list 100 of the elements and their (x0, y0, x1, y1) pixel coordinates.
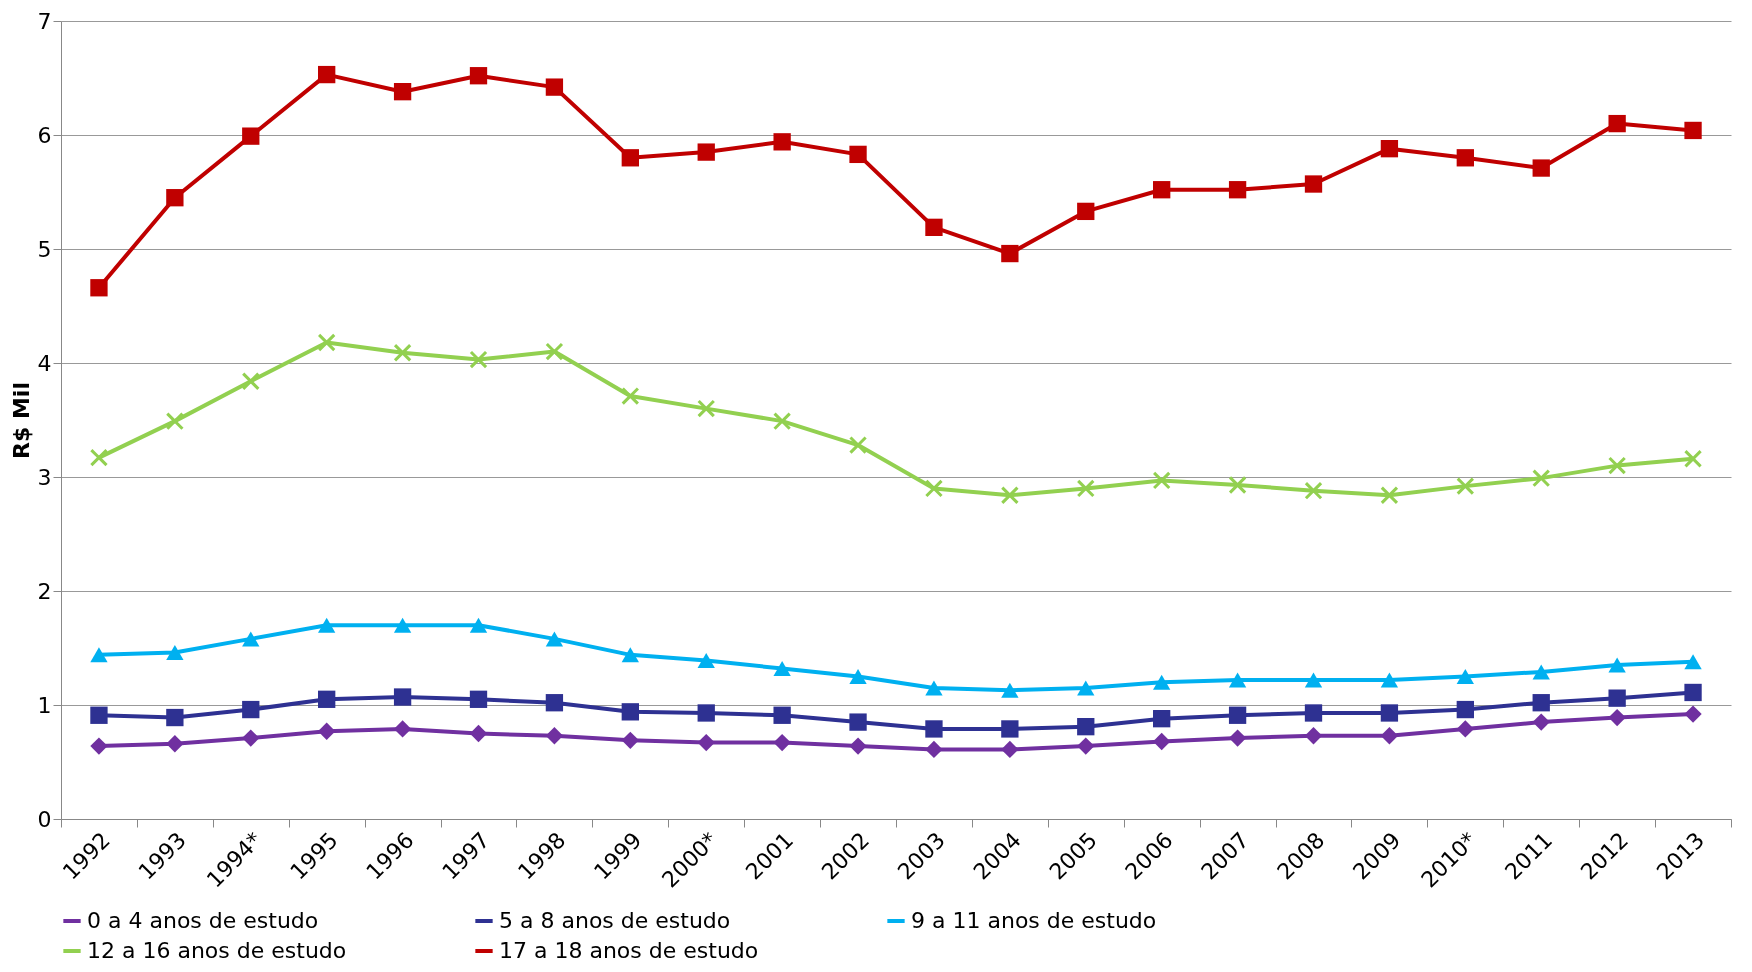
point (1228, 181, 1247, 199)
point (90, 737, 108, 755)
point (1532, 694, 1550, 712)
y-tick-label: 7 (37, 8, 52, 34)
point (90, 706, 108, 724)
point (1608, 456, 1626, 475)
point (1456, 477, 1474, 495)
point (621, 647, 639, 663)
point (697, 653, 715, 669)
point (1456, 700, 1474, 719)
point (1608, 114, 1626, 133)
point (90, 448, 108, 467)
point (1001, 244, 1019, 263)
point (1380, 486, 1399, 504)
point (925, 720, 943, 738)
point (242, 700, 260, 719)
legend-label: 17 a 18 anos de estudo (499, 938, 759, 963)
point (1001, 486, 1019, 504)
point (393, 344, 412, 362)
y-tick-label: 4 (37, 350, 52, 376)
point (697, 733, 715, 752)
point (621, 149, 639, 167)
legend-label: 5 a 8 anos de estudo (499, 908, 731, 933)
point (1077, 479, 1095, 498)
point (1380, 140, 1399, 158)
point (697, 399, 715, 418)
point (1684, 705, 1702, 723)
point (925, 680, 943, 696)
point (1228, 706, 1247, 724)
point (621, 731, 639, 749)
point (925, 218, 943, 236)
point (1380, 704, 1399, 722)
point (242, 631, 260, 647)
point (1001, 720, 1019, 738)
point (545, 694, 564, 712)
point (393, 688, 412, 706)
point (1456, 720, 1474, 738)
point (1684, 450, 1702, 468)
point (1153, 732, 1171, 751)
point (1001, 682, 1019, 698)
point (242, 127, 260, 145)
y-tick-label: 3 (37, 464, 52, 490)
point (773, 733, 791, 752)
point (318, 722, 336, 740)
point (1077, 680, 1095, 696)
point (697, 143, 715, 161)
y-tick-label: 0 (37, 806, 52, 832)
point (166, 708, 184, 727)
point (1456, 669, 1474, 684)
y-tick-label: 6 (37, 122, 52, 148)
point (1153, 471, 1171, 490)
point (545, 727, 564, 745)
point (1532, 713, 1550, 731)
point (1608, 708, 1626, 727)
point (469, 67, 488, 85)
point (545, 342, 564, 361)
y-axis-title: R$ Mil (8, 382, 34, 459)
point (1304, 482, 1323, 500)
point (1228, 476, 1247, 494)
point (469, 724, 488, 743)
point (1684, 683, 1702, 702)
y-tick-label: 5 (37, 236, 52, 262)
point (1153, 710, 1171, 728)
point (1380, 727, 1399, 745)
point (849, 737, 867, 755)
point (1001, 740, 1019, 759)
legend-label: 12 a 16 anos de estudo (87, 938, 347, 963)
point (318, 617, 336, 633)
point (242, 729, 260, 747)
point (1684, 121, 1702, 140)
point (1456, 149, 1474, 167)
point (925, 740, 943, 759)
point (166, 189, 184, 207)
point (773, 706, 791, 724)
point (166, 645, 184, 661)
y-tick-label: 1 (37, 692, 52, 718)
point (849, 145, 867, 164)
point (1228, 672, 1247, 688)
point (773, 133, 791, 151)
point (469, 690, 488, 708)
point (697, 704, 715, 722)
point (849, 669, 867, 684)
point (318, 333, 336, 352)
point (469, 617, 488, 633)
point (1153, 181, 1171, 199)
point (1608, 689, 1626, 707)
point (393, 720, 412, 738)
point (90, 647, 108, 663)
point (773, 412, 791, 430)
point (1304, 727, 1323, 745)
point (318, 65, 336, 84)
point (621, 703, 639, 721)
point (393, 83, 412, 101)
point (1532, 159, 1550, 177)
point (925, 479, 943, 498)
point (242, 372, 260, 390)
point (1532, 664, 1550, 680)
point (393, 617, 412, 633)
legend-label: 9 a 11 anos de estudo (911, 908, 1157, 933)
point (1304, 672, 1323, 688)
